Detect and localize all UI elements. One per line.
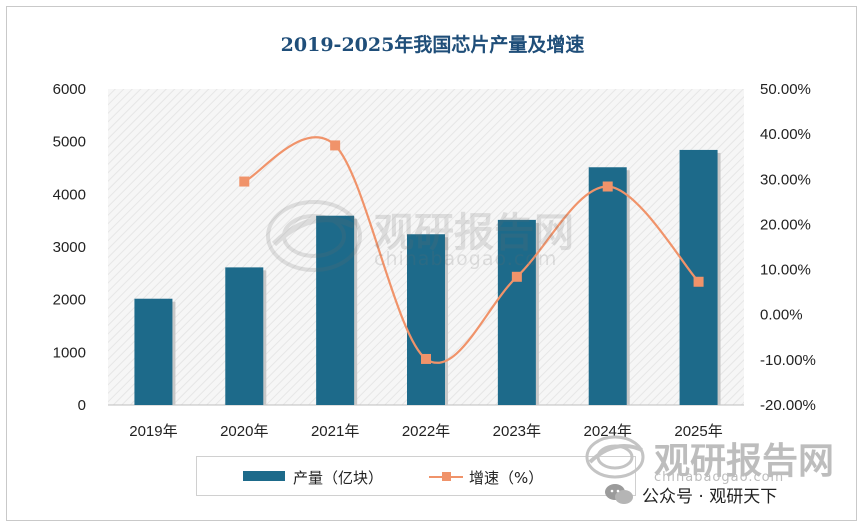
legend-bar-swatch [243, 471, 285, 481]
y-right-tick-label: 0.00% [760, 307, 803, 324]
chart-legend: 产量（亿块） 增速（%） [196, 456, 636, 496]
brand-url: chinabaogao.com [654, 470, 785, 485]
growth-marker [421, 353, 431, 364]
y-left-tick-label: 6000 [53, 81, 86, 98]
legend-line-marker [442, 472, 451, 481]
bar [497, 219, 536, 405]
watermark-url: chinabaogao.com [374, 248, 558, 270]
chart-title: 2019-2025年我国芯片产量及增速 [280, 34, 585, 56]
legend-bar-label: 产量（亿块） [293, 469, 384, 487]
y-left-tick-label: 4000 [53, 186, 86, 203]
y-right-tick-label: 40.00% [760, 126, 811, 143]
bar [225, 267, 264, 405]
y-left-tick-label: 0 [78, 397, 86, 414]
bar [588, 167, 627, 405]
legend-line-label: 增速（%） [469, 469, 544, 487]
watermark: 观研报告网 chinabaogao.com [264, 196, 594, 276]
wechat-account-label: 公众号 · 观研天下 [642, 487, 778, 507]
growth-marker [239, 176, 250, 187]
y-left-tick-label: 2000 [53, 292, 86, 309]
x-tick-label: 2020年 [220, 423, 268, 440]
x-tick-label: 2025年 [674, 423, 722, 440]
bar [134, 298, 173, 405]
bar [316, 215, 355, 405]
growth-marker [330, 140, 341, 151]
y-right-tick-label: 20.00% [760, 216, 811, 233]
x-tick-label: 2019年 [129, 423, 177, 440]
y-right-tick-label: 50.00% [760, 81, 811, 98]
y-right-tick-label: -20.00% [760, 397, 816, 414]
x-tick-label: 2021年 [311, 423, 359, 440]
wechat-icon [605, 484, 633, 504]
growth-marker [602, 181, 613, 192]
brand-logo-icon [585, 435, 645, 479]
watermark-logo-icon [266, 200, 362, 272]
growth-marker [693, 276, 704, 287]
x-tick-label: 2023年 [493, 423, 541, 440]
watermark-name: 观研报告网 [374, 210, 574, 256]
x-tick-label: 2022年 [402, 423, 450, 440]
y-right-tick-label: 30.00% [760, 171, 811, 188]
brand-logo-block: 观研报告网 chinabaogao.com [584, 428, 844, 518]
y-left-tick-label: 3000 [53, 239, 86, 256]
growth-marker [511, 271, 522, 282]
x-tick-label: 2024年 [584, 423, 632, 440]
y-left-tick-label: 1000 [53, 344, 86, 361]
bar [407, 234, 445, 405]
y-right-tick-label: 10.00% [760, 262, 811, 279]
y-right-tick-label: -10.00% [760, 352, 816, 369]
y-left-tick-label: 5000 [53, 134, 86, 151]
brand-name: 观研报告网 [654, 441, 835, 482]
